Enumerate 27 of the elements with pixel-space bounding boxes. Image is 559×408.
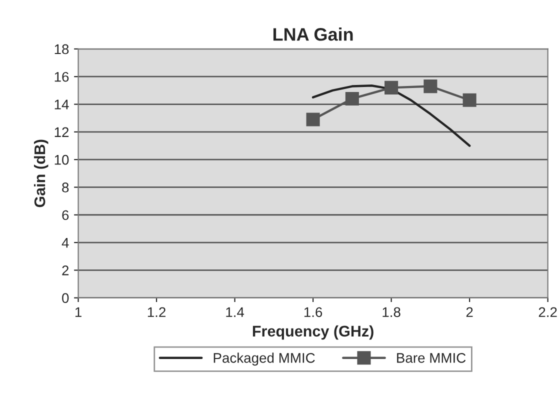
y-tick-label: 2 [62, 266, 69, 276]
point [345, 92, 359, 106]
y-tick-label: 10 [54, 154, 69, 165]
y-tick-label: 12 [54, 127, 69, 137]
legend-label: Packaged MMIC [214, 352, 315, 366]
y-tick-label: 16 [54, 72, 69, 82]
x-tick-label: 2 [466, 307, 473, 317]
x-axis-title: Frequency (GHz) [252, 325, 374, 340]
y-tick-label: 0 [62, 293, 69, 304]
point [462, 93, 476, 107]
point [306, 112, 320, 126]
x-tick-label: 1.4 [226, 307, 244, 317]
legend-label: Bare MMIC [397, 353, 466, 363]
y-tick-label: 6 [62, 210, 69, 220]
x-tick-label: 1.6 [304, 307, 322, 318]
x-tick-label: 1.2 [148, 307, 166, 317]
chart-title: LNA Gain [273, 28, 353, 41]
y-tick-label: 4 [62, 238, 69, 248]
y-tick-label: 14 [54, 100, 69, 110]
point [384, 80, 398, 94]
y-axis-title: Gain (dB) [34, 140, 48, 208]
y-tick-label: 18 [54, 44, 69, 54]
point [424, 80, 438, 94]
y-tick-label: 8 [62, 182, 69, 192]
x-tick-label: 1.8 [382, 307, 400, 318]
x-tick-label: 2.2 [538, 307, 557, 317]
x-tick-label: 1 [75, 307, 82, 317]
